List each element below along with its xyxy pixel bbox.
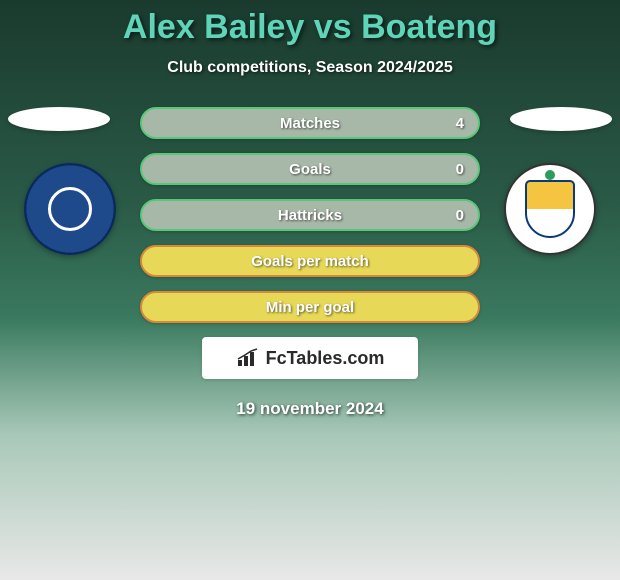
stat-right-value: 4 xyxy=(456,115,464,132)
stats-list: Matches 4 Goals 0 Hattricks 0 Goals per … xyxy=(140,107,480,323)
chart-icon xyxy=(236,348,260,368)
stat-row-goals-per-match: Goals per match xyxy=(140,245,480,277)
stat-right-value: 0 xyxy=(456,207,464,224)
stat-right-value: 0 xyxy=(456,161,464,178)
stat-label: Goals xyxy=(289,161,331,178)
stat-label: Min per goal xyxy=(266,299,354,316)
right-player-oval xyxy=(510,107,612,131)
stat-row-matches: Matches 4 xyxy=(140,107,480,139)
comparison-content: Matches 4 Goals 0 Hattricks 0 Goals per … xyxy=(0,107,620,419)
shield-icon xyxy=(525,180,575,238)
stat-row-hattricks: Hattricks 0 xyxy=(140,199,480,231)
branding-box[interactable]: FcTables.com xyxy=(202,337,418,379)
left-club-badge xyxy=(24,163,116,255)
branding-text: FcTables.com xyxy=(266,348,385,369)
stat-row-goals: Goals 0 xyxy=(140,153,480,185)
page-title: Alex Bailey vs Boateng xyxy=(0,0,620,47)
right-club-badge xyxy=(504,163,596,255)
stat-row-min-per-goal: Min per goal xyxy=(140,291,480,323)
subtitle: Club competitions, Season 2024/2025 xyxy=(0,59,620,77)
stat-label: Matches xyxy=(280,115,340,132)
stat-label: Goals per match xyxy=(251,253,369,270)
stat-label: Hattricks xyxy=(278,207,342,224)
left-player-oval xyxy=(8,107,110,131)
date-text: 19 november 2024 xyxy=(0,399,620,419)
